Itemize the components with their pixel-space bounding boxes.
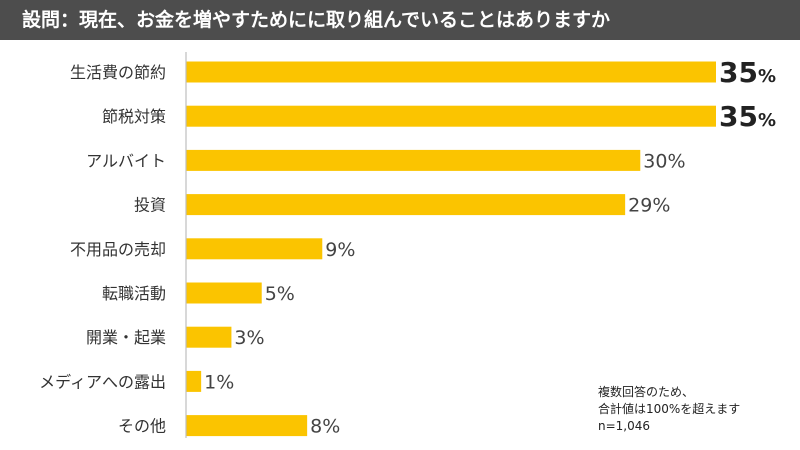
value-label: 1% <box>204 371 234 393</box>
bar <box>186 238 323 260</box>
footnote-line-1: 複数回答のため、 <box>598 385 695 399</box>
chart-title: 設問：現在、お金を増やすためにに取り組んでいることはありますか <box>0 0 800 40</box>
bar <box>186 415 308 437</box>
category-label: アルバイト <box>86 151 166 170</box>
value-label: 8% <box>310 416 340 438</box>
footnote: 複数回答のため、 合計値は100%を超えます n=1,046 <box>598 384 740 435</box>
value-label: 5% <box>265 283 295 305</box>
value-label: 29% <box>628 195 670 217</box>
category-label: メディアへの露出 <box>39 372 166 391</box>
value-label: 3% <box>234 327 264 349</box>
bar <box>186 149 641 171</box>
category-label: 不用品の売却 <box>70 240 166 259</box>
value-label: 35% <box>719 56 776 89</box>
bar <box>186 61 716 83</box>
bar <box>186 194 626 216</box>
footnote-line-3: n=1,046 <box>598 419 651 433</box>
category-label: 投資 <box>134 196 166 215</box>
category-label: その他 <box>118 417 166 436</box>
category-label: 節税対策 <box>102 107 166 126</box>
category-label: 生活費の節約 <box>70 63 166 82</box>
footnote-line-2: 合計値は100%を超えます <box>598 402 741 416</box>
category-label: 開業・起業 <box>86 328 166 347</box>
bar-chart: 生活費の節約 35% 節税対策 35% アルバイト 30% 投資 29% 不用品の売却 9% 転職活… <box>39 52 776 438</box>
value-label: 35% <box>719 100 776 133</box>
bar <box>186 326 232 348</box>
value-label: 9% <box>325 239 355 261</box>
value-label: 30% <box>643 150 685 172</box>
bar <box>186 282 262 304</box>
bar <box>186 370 202 392</box>
category-label: 転職活動 <box>102 284 166 303</box>
bar <box>186 105 716 127</box>
